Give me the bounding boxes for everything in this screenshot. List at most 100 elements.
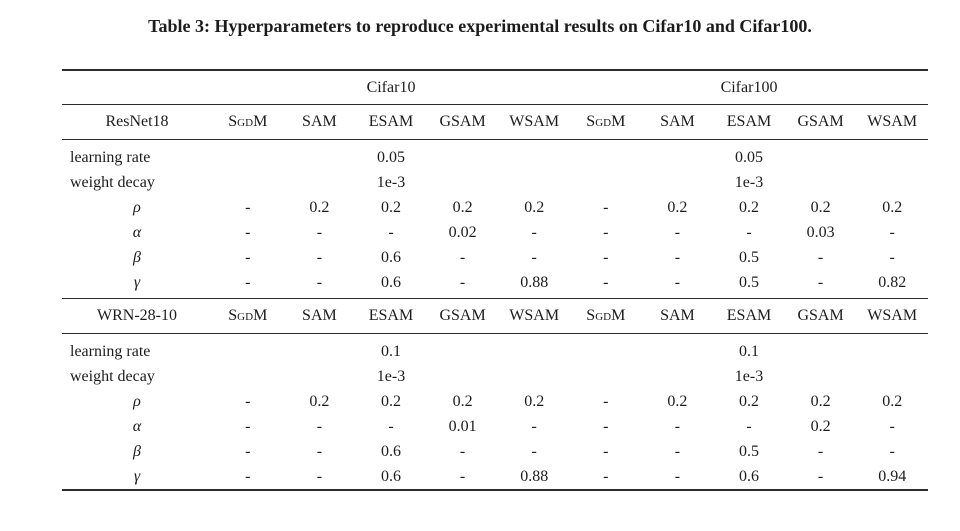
value-cell: - — [603, 223, 609, 241]
method-header-esam: ESAM — [355, 298, 427, 334]
value-cell: 0.6 — [380, 442, 401, 460]
value-cell: - — [245, 467, 251, 485]
value-cell: 1e-3 — [734, 173, 764, 191]
table-caption: Table 3: Hyperparameters to reproduce ex… — [148, 16, 812, 36]
row-label-rho: ρ — [133, 198, 141, 216]
value-cell: - — [746, 417, 752, 435]
row-beta: β - - 0.6 - - - - 0.5 - - — [62, 245, 928, 270]
value-cell: - — [817, 442, 824, 460]
value-cell: 0.5 — [739, 442, 759, 460]
row-label: learning rate — [70, 148, 151, 166]
value-cell: - — [603, 248, 609, 266]
value-cell: - — [245, 248, 251, 266]
value-cell: - — [316, 223, 323, 241]
value-cell: - — [316, 248, 323, 266]
value-cell: 0.5 — [713, 270, 785, 299]
value-cell: - — [531, 417, 537, 435]
dataset-header-cifar100: Cifar100 — [570, 70, 928, 105]
value-cell: - — [316, 442, 323, 460]
method-header-sam: SAM — [283, 298, 356, 334]
method-header-sgdm: SgdM — [570, 104, 642, 140]
model-header-wrn-28-10: WRN-28-10 — [62, 298, 212, 334]
value-cell: 0.2 — [524, 392, 545, 410]
value-cell: 0.6 — [355, 270, 427, 299]
value-cell: - — [388, 223, 394, 241]
row-label-beta: β — [133, 248, 141, 266]
value-cell: - — [388, 417, 394, 435]
hyperparameters-table: Cifar10 Cifar100 ResNet18 SgdM SAM ESAM … — [62, 69, 928, 491]
value-cell: 0.2 — [739, 392, 759, 410]
value-cell: 1e-3 — [734, 367, 764, 385]
value-cell: - — [603, 417, 609, 435]
value-cell: - — [674, 467, 681, 485]
value-cell: - — [674, 223, 681, 241]
method-header-wsam: WSAM — [856, 104, 928, 140]
value-cell: - — [817, 467, 824, 485]
row-rho: ρ - 0.2 0.2 0.2 0.2 - 0.2 0.2 0.2 0.2 — [62, 195, 928, 220]
row-label: weight decay — [70, 367, 155, 385]
value-cell: - — [459, 467, 466, 485]
model-header-resnet18: ResNet18 — [62, 104, 212, 140]
value-cell: - — [570, 270, 642, 299]
value-cell: - — [603, 467, 609, 485]
value-cell: 0.5 — [739, 248, 759, 266]
value-cell: - — [459, 442, 466, 460]
row-rho: ρ - 0.2 0.2 0.2 0.2 - 0.2 0.2 0.2 0.2 — [62, 389, 928, 414]
value-cell: 0.2 — [810, 417, 831, 435]
value-cell: - — [674, 248, 681, 266]
row-label-rho: ρ — [133, 392, 141, 410]
value-cell: 0.6 — [380, 248, 401, 266]
method-header-sgdm: SgdM — [570, 298, 642, 334]
value-cell: - — [603, 198, 609, 216]
method-header-sam: SAM — [641, 104, 714, 140]
method-header-gsam: GSAM — [784, 104, 857, 140]
value-cell: 0.6 — [380, 467, 401, 485]
value-cell: - — [283, 270, 356, 299]
value-cell: 0.88 — [520, 467, 549, 485]
value-cell: 0.2 — [667, 392, 688, 410]
value-cell: - — [603, 392, 609, 410]
method-header-sgdm: SgdM — [212, 298, 284, 334]
value-cell: 0.03 — [806, 223, 835, 241]
value-cell: - — [531, 223, 537, 241]
method-header-gsam: GSAM — [426, 104, 499, 140]
method-header-esam: ESAM — [713, 104, 785, 140]
value-cell: 0.2 — [452, 198, 473, 216]
value-cell: 0.2 — [452, 392, 473, 410]
value-cell: 0.02 — [448, 223, 477, 241]
row-alpha: α - - - 0.02 - - - - 0.03 - — [62, 220, 928, 245]
value-cell: 0.2 — [810, 198, 831, 216]
value-cell: 0.2 — [309, 392, 330, 410]
value-cell: - — [889, 248, 895, 266]
row-gamma: γ - - 0.6 - 0.88 - - 0.5 - 0.82 — [62, 270, 928, 299]
value-cell: - — [889, 223, 895, 241]
row-label-gamma: γ — [62, 270, 212, 299]
value-cell: - — [674, 442, 681, 460]
methods-header-row-wrn-28-10: WRN-28-10 SgdM SAM ESAM GSAM WSAM SgdM S… — [62, 298, 928, 334]
value-cell: 0.88 — [498, 270, 571, 299]
value-cell: - — [746, 223, 752, 241]
value-cell: 0.2 — [810, 392, 831, 410]
value-cell: - — [531, 442, 537, 460]
value-cell: - — [674, 417, 681, 435]
value-cell: - — [245, 392, 251, 410]
value-cell: - — [245, 198, 251, 216]
value-cell: 0.82 — [856, 270, 928, 299]
row-weight-decay: weight decay 1e-3 1e-3 — [62, 364, 928, 389]
method-header-wsam: WSAM — [856, 298, 928, 334]
value-cell: 0.2 — [380, 198, 401, 216]
row-label-alpha: α — [132, 417, 142, 435]
row-gamma: γ - - 0.6 - 0.88 - - 0.6 - 0.94 — [62, 464, 928, 490]
value-cell: - — [426, 270, 499, 299]
dataset-header-cifar10: Cifar10 — [212, 70, 571, 105]
value-cell: 0.2 — [524, 198, 545, 216]
value-cell: 0.2 — [882, 198, 903, 216]
row-learning-rate: learning rate 0.1 0.1 — [62, 334, 928, 365]
value-cell: 0.1 — [381, 342, 401, 360]
value-cell: 0.2 — [739, 198, 759, 216]
value-cell: - — [245, 223, 251, 241]
row-alpha: α - - - 0.01 - - - - 0.2 - — [62, 414, 928, 439]
dataset-header-row: Cifar10 Cifar100 — [62, 70, 928, 105]
value-cell: 0.05 — [735, 148, 763, 166]
value-cell: 1e-3 — [376, 173, 406, 191]
